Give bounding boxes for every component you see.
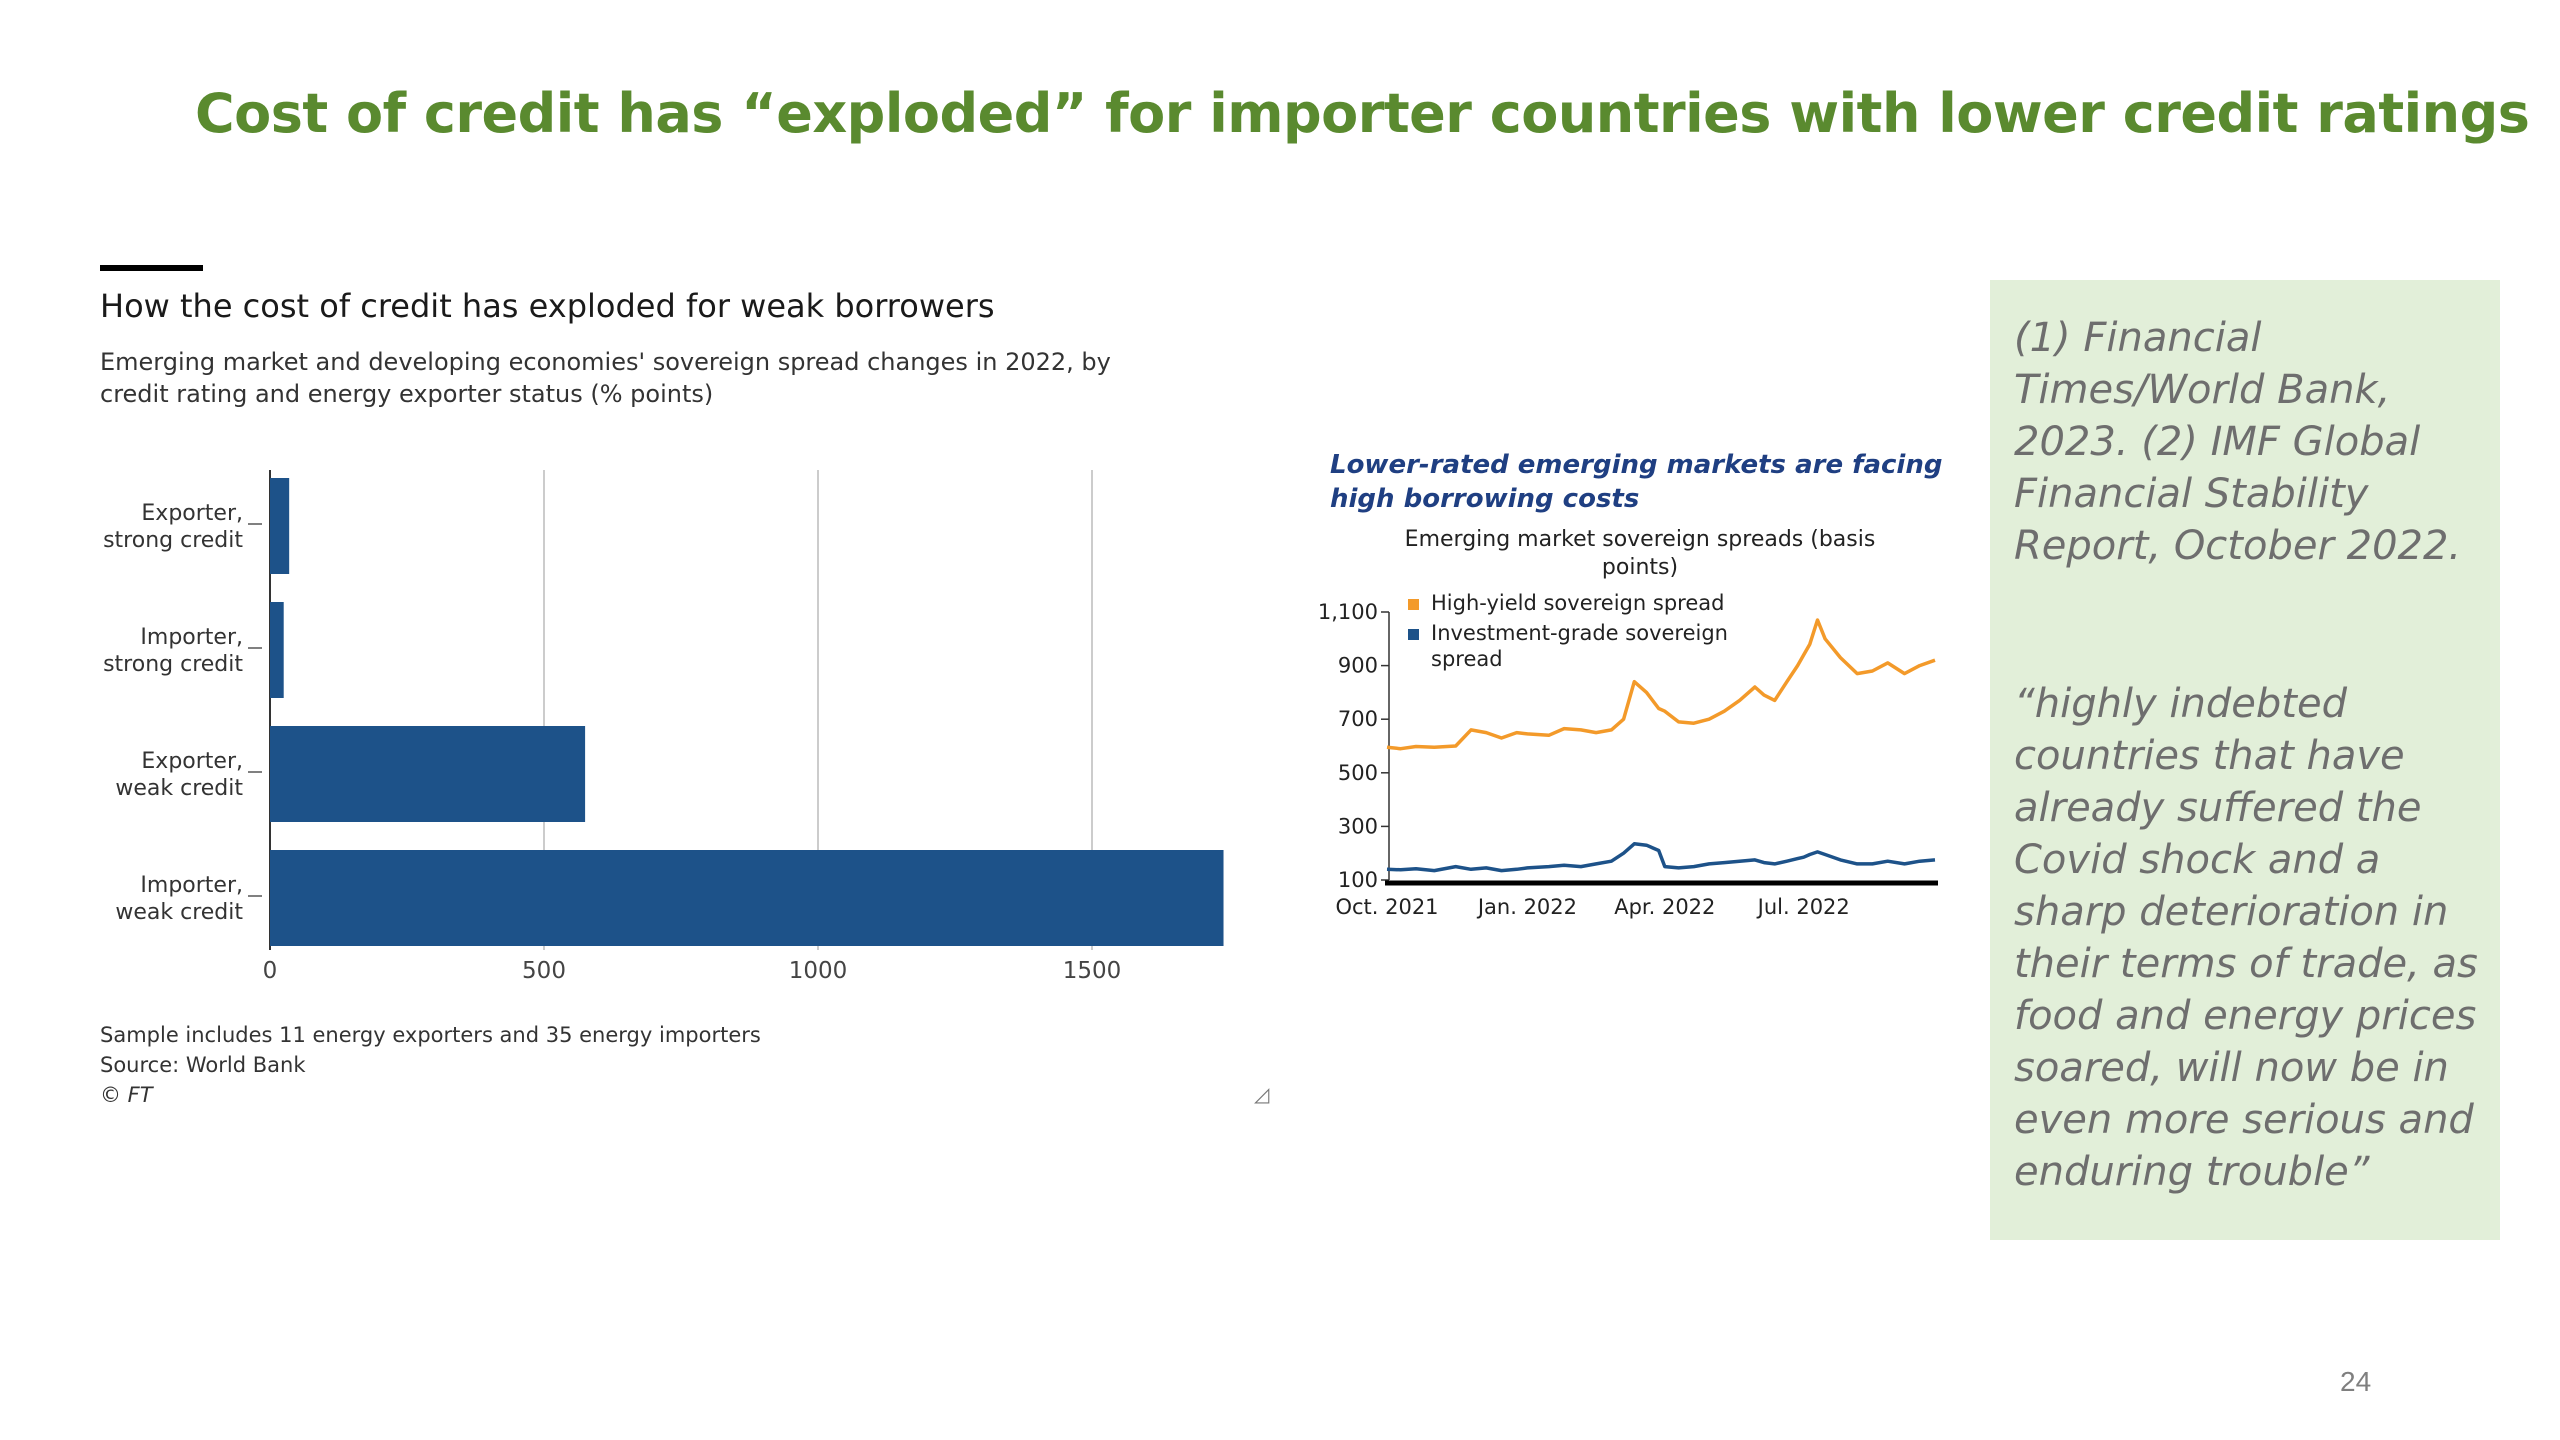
y-tick-label: 100 bbox=[1338, 868, 1378, 892]
ft-chart-source: Source: World Bank bbox=[100, 1053, 306, 1077]
side-note-box: (1) Financial Times/World Bank, 2023. (2… bbox=[1990, 280, 2500, 1240]
bar bbox=[270, 602, 284, 698]
legend-swatch bbox=[1408, 599, 1419, 610]
series-line bbox=[1386, 842, 1936, 873]
ft-chart-note: Sample includes 11 energy exporters and … bbox=[100, 1023, 761, 1047]
category-label: Importer, strong credit bbox=[103, 625, 243, 677]
imf-chart-subtitle: Emerging market sovereign spreads (basis… bbox=[1404, 527, 1876, 580]
y-tick-label: 500 bbox=[1338, 761, 1378, 785]
ft-chart-title: How the cost of credit has exploded for … bbox=[100, 287, 995, 325]
x-tick-label: 0 bbox=[263, 958, 278, 984]
x-tick-label: Apr. 2022 bbox=[1614, 895, 1715, 919]
bar bbox=[270, 478, 290, 574]
series-line bbox=[1386, 618, 1936, 751]
imf-line-chart: 1,100 900 700 500 300 100 Oct. 2021 Jan. 2022 Ap… bbox=[1318, 591, 1938, 919]
page-number: 24 bbox=[2340, 1366, 2372, 1397]
category-label: Exporter, strong credit bbox=[103, 501, 243, 553]
side-note-sources: (1) Financial Times/World Bank, 2023. (2… bbox=[2014, 315, 2462, 569]
ft-accent-rule bbox=[100, 265, 203, 271]
x-tick-label: 1000 bbox=[789, 958, 848, 984]
y-tick-label: 300 bbox=[1338, 814, 1378, 838]
x-tick-label: 1500 bbox=[1063, 958, 1122, 984]
bar bbox=[270, 850, 1224, 946]
ft-chart-subtitle: Emerging market and developing economies… bbox=[100, 348, 1111, 408]
resize-handle-icon: ◿ bbox=[1254, 1084, 1270, 1106]
bar bbox=[270, 726, 586, 822]
x-tick-label: 500 bbox=[522, 958, 566, 984]
y-tick-label: 900 bbox=[1338, 654, 1378, 678]
x-tick-label: Oct. 2021 bbox=[1335, 895, 1438, 919]
ft-chart-copyright: © FT bbox=[100, 1083, 153, 1107]
x-tick-label: Jul. 2022 bbox=[1756, 895, 1850, 919]
y-tick-label: 1,100 bbox=[1318, 600, 1378, 624]
category-label: Importer, weak credit bbox=[115, 873, 243, 925]
side-note-quote: “highly indebted countries that have alr… bbox=[2014, 681, 2478, 1195]
legend-label: High-yield sovereign spread bbox=[1431, 591, 1724, 615]
ft-bar-chart: 0 500 1000 1500 Exporter, strong credit Import… bbox=[103, 470, 1224, 984]
slide-title: Cost of credit has “exploded” for import… bbox=[195, 82, 2530, 145]
legend-swatch bbox=[1408, 629, 1419, 640]
legend-label: Investment-grade sovereign spread bbox=[1431, 621, 1728, 671]
ft-chart-notes: Sample includes 11 energy exporters and … bbox=[100, 1020, 761, 1110]
imf-chart-title: Lower-rated emerging markets are facing … bbox=[1330, 450, 1943, 514]
x-tick-label: Jan. 2022 bbox=[1476, 895, 1577, 919]
y-tick-label: 700 bbox=[1338, 707, 1378, 731]
category-label: Exporter, weak credit bbox=[115, 749, 243, 801]
